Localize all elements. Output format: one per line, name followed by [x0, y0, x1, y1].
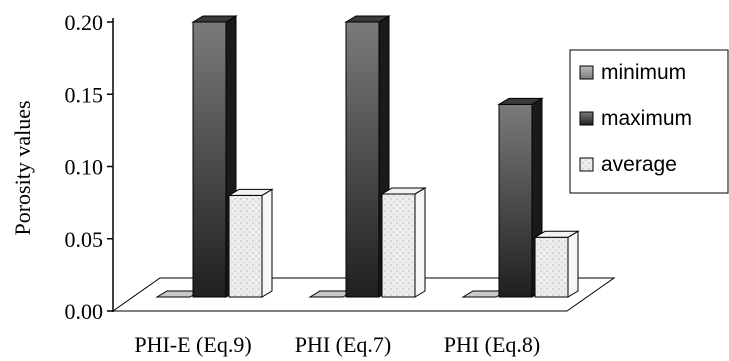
category-label: PHI (Eq.8) — [444, 332, 541, 357]
y-tick-label: 0.10 — [65, 155, 104, 180]
y-tick-label: 0.15 — [65, 82, 104, 107]
category-label: PHI (Eq.7) — [295, 332, 392, 357]
y-axis-title: Porosity values — [10, 100, 35, 235]
legend-label-minimum: minimum — [601, 61, 686, 84]
category-label: PHI-E (Eq.9) — [134, 332, 251, 357]
y-tick-label: 0.05 — [65, 227, 104, 252]
bar-average-1 — [227, 188, 274, 298]
legend-swatch-average — [579, 157, 594, 172]
bar-average-2 — [380, 187, 427, 298]
bar-average-3 — [533, 230, 580, 298]
bar-maximum-1 — [191, 15, 238, 298]
bars — [155, 15, 580, 298]
y-tick-label: 0.00 — [65, 299, 104, 324]
legend-box — [569, 49, 729, 194]
y-ticks: 0.00 0.05 0.10 0.15 0.20 — [65, 10, 113, 324]
category-labels: PHI-E (Eq.9) PHI (Eq.7) PHI (Eq.8) — [134, 332, 540, 357]
y-tick-label: 0.20 — [65, 10, 104, 35]
legend-label-maximum: maximum — [601, 107, 692, 130]
legend-swatch-minimum — [579, 65, 594, 80]
legend-label-average: average — [601, 153, 677, 176]
legend-swatch-maximum — [579, 111, 594, 126]
legend: minimum maximum average — [569, 49, 729, 194]
